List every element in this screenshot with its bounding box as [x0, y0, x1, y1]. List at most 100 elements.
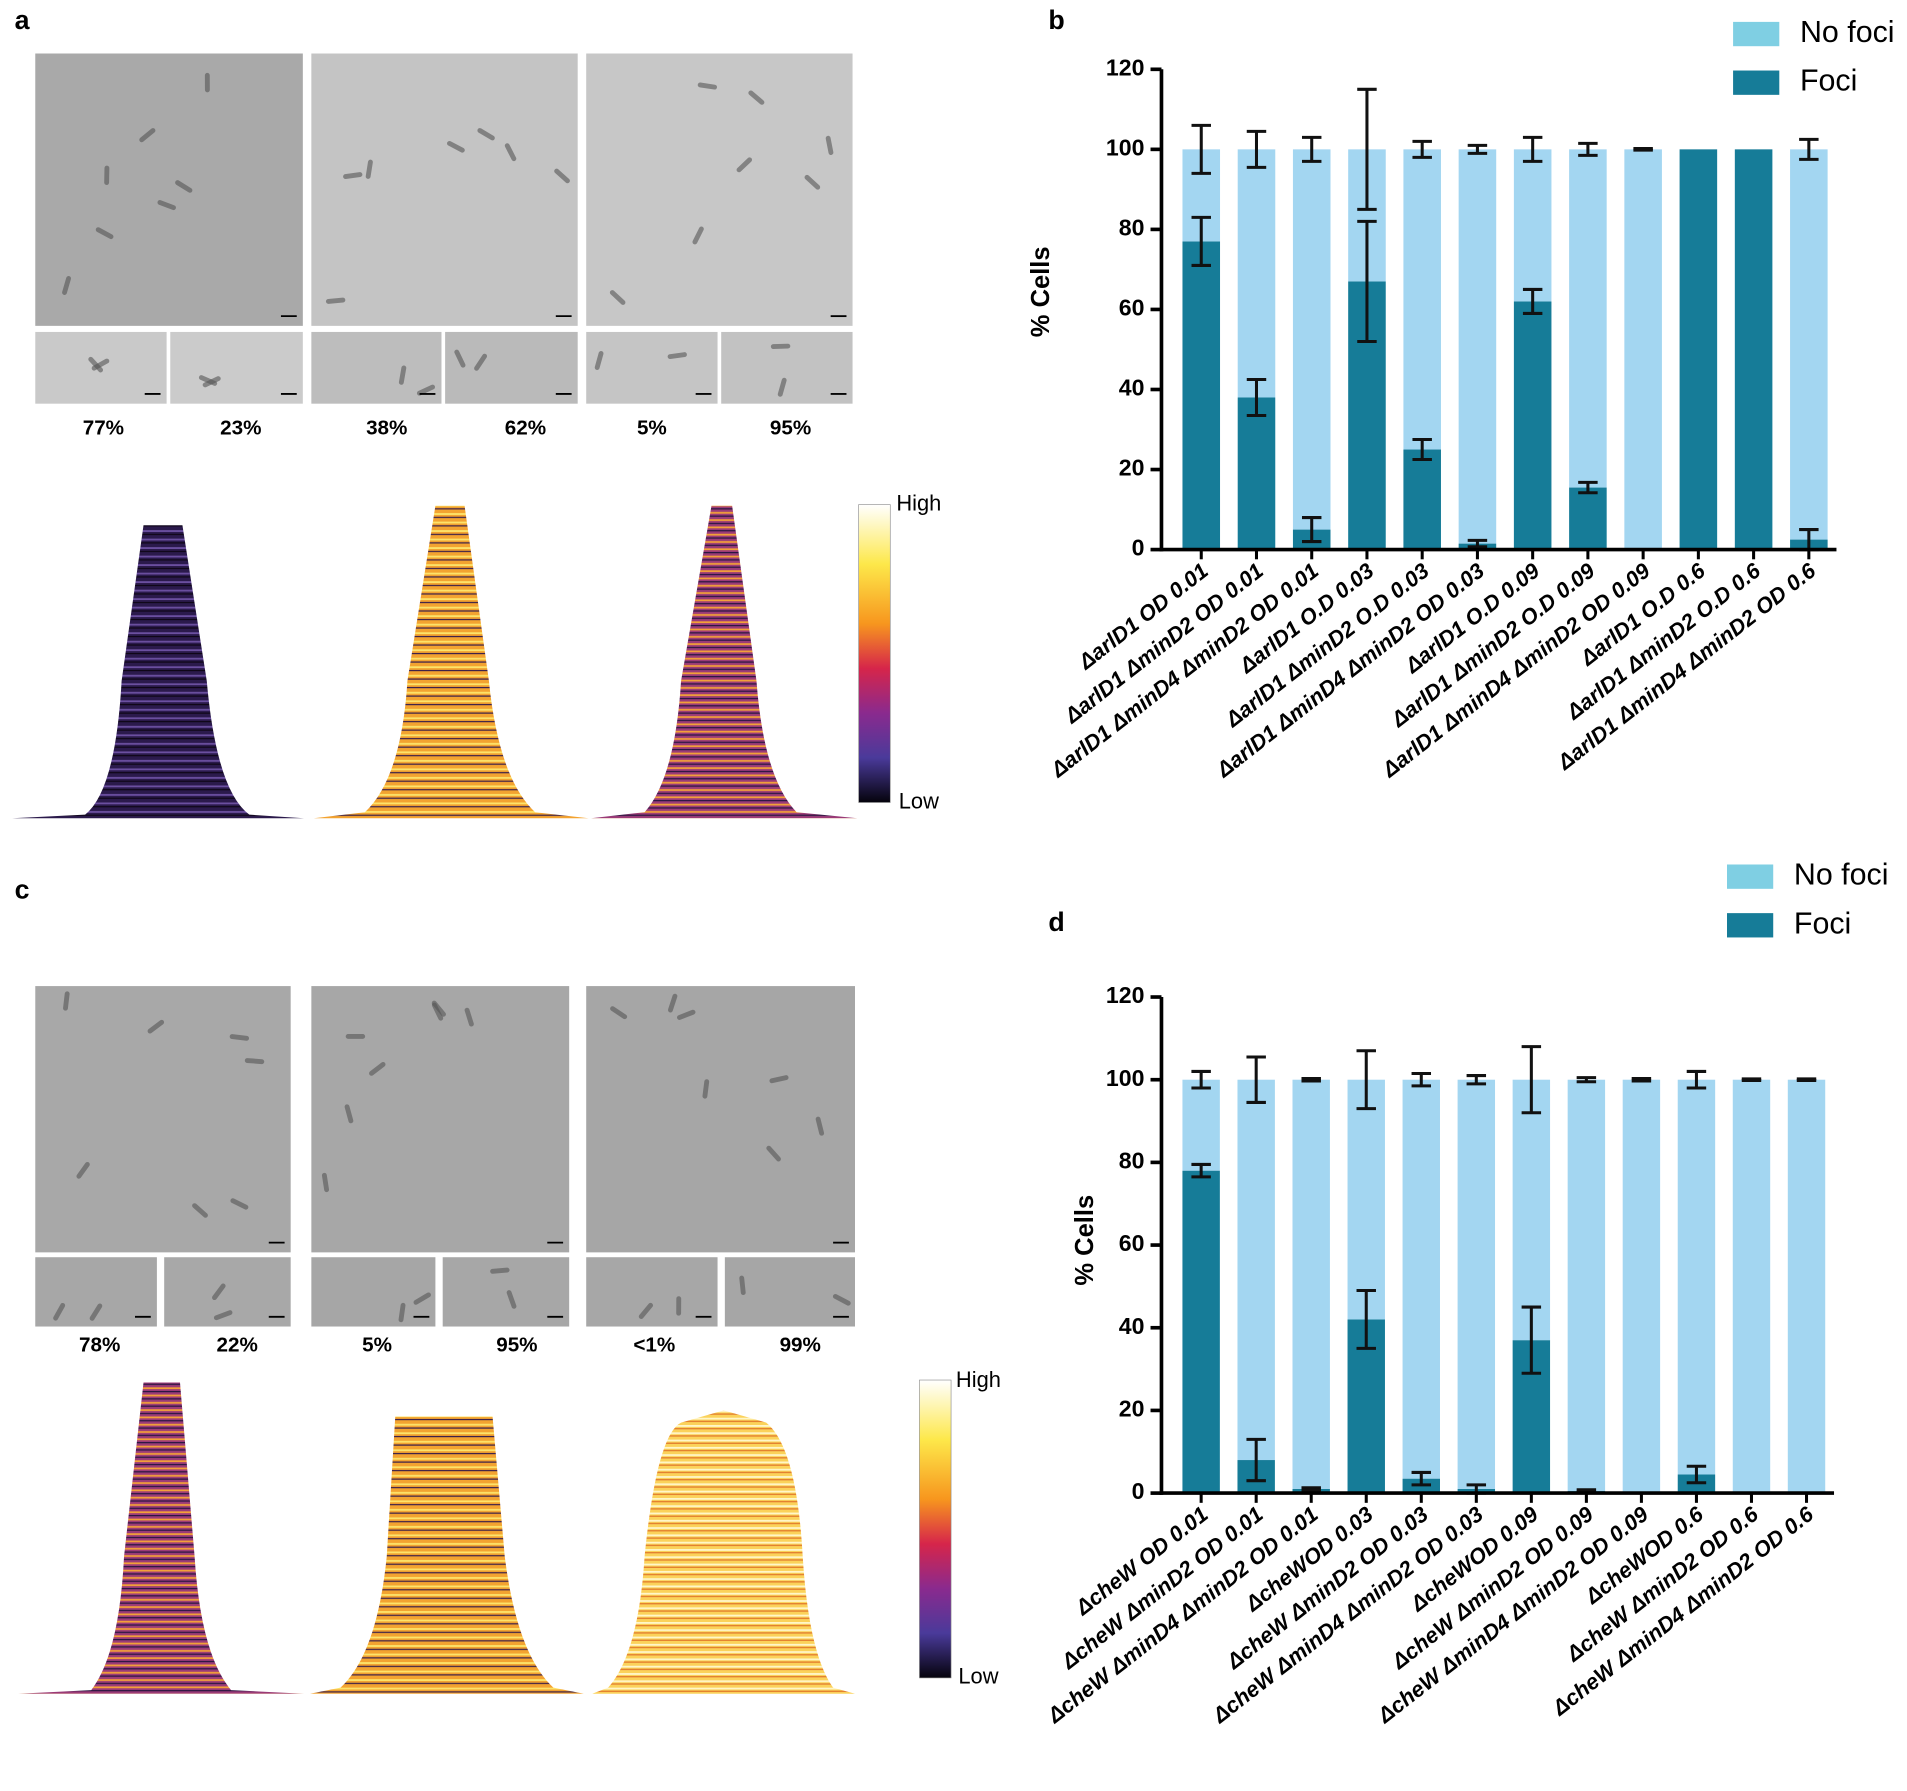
percentage-label: 23%: [220, 417, 261, 440]
y-tick-label: 100: [1106, 134, 1145, 160]
micrograph: [586, 1257, 718, 1327]
kymograph: [313, 505, 589, 819]
percentage-label: 77%: [83, 417, 124, 440]
cell: [667, 352, 687, 360]
cell: [676, 1296, 682, 1316]
percentage-label: 62%: [505, 417, 546, 440]
percentage-label: 99%: [780, 1333, 821, 1356]
legend-swatch: [1727, 913, 1774, 938]
y-tick-label: 40: [1119, 1313, 1145, 1339]
cell: [667, 993, 678, 1013]
error-bar: [1799, 137, 1819, 161]
cell: [212, 1283, 226, 1301]
error-bar: [1412, 139, 1432, 159]
y-axis-label: % Cells: [1027, 246, 1055, 337]
cell: [815, 1116, 825, 1136]
error-bar: [1246, 1055, 1266, 1104]
cell: [244, 1058, 265, 1065]
kymograph: [310, 1416, 584, 1694]
cell: [325, 297, 346, 304]
cell: [229, 1034, 250, 1041]
y-tick-label: 60: [1119, 295, 1145, 321]
cell: [321, 1172, 330, 1193]
error-bar: [1191, 215, 1211, 267]
cell: [365, 159, 373, 179]
y-tick-label: 80: [1119, 215, 1145, 241]
micrograph: [586, 986, 855, 1253]
error-bar: [1467, 143, 1488, 155]
y-tick-label: 80: [1119, 1147, 1145, 1173]
cell: [748, 90, 765, 105]
bar: [1403, 149, 1441, 450]
legend-swatch: [1727, 864, 1774, 889]
error-bar: [1301, 516, 1322, 544]
colorbar-label: High: [896, 490, 941, 515]
bar: [1237, 397, 1276, 550]
y-tick-label: 120: [1106, 54, 1145, 80]
error-bar: [1631, 1076, 1652, 1083]
error-bar: [1466, 1074, 1487, 1086]
y-axis-label: % Cells: [1071, 1195, 1099, 1286]
cell: [692, 226, 704, 245]
kymograph: [591, 505, 858, 819]
error-bar: [1301, 1076, 1321, 1083]
cell: [832, 1293, 851, 1306]
cell: [192, 1203, 208, 1218]
bar: [1622, 1079, 1661, 1494]
bar: [1734, 149, 1773, 550]
cell: [702, 1079, 710, 1099]
micrograph: [170, 331, 303, 404]
legend-label: No foci: [1800, 15, 1895, 49]
bar: [1182, 1170, 1220, 1494]
bar: [1182, 241, 1221, 550]
bar: [1567, 1079, 1606, 1492]
error-bar: [1521, 1305, 1542, 1375]
error-bar: [1796, 1077, 1817, 1083]
error-bar: [1576, 1076, 1597, 1084]
colorbar-label: High: [956, 1367, 1001, 1392]
error-bar: [1522, 287, 1543, 315]
percentage-label: <1%: [633, 1333, 675, 1356]
cell: [230, 1198, 249, 1210]
micrograph: [311, 1257, 436, 1327]
cell: [88, 356, 104, 373]
bar: [1347, 1079, 1385, 1320]
error-bar: [1246, 377, 1267, 418]
bar: [1790, 149, 1828, 540]
bar: [1237, 149, 1276, 398]
cell: [447, 140, 465, 153]
panel-label: b: [1048, 5, 1064, 35]
error-bar: [1633, 147, 1653, 152]
colorbar-label: Low: [899, 788, 939, 813]
cell: [490, 1267, 510, 1274]
cell: [413, 1292, 431, 1305]
cell: [431, 1002, 444, 1021]
error-bar: [1191, 1069, 1211, 1090]
percentage-label: 5%: [362, 1333, 392, 1356]
cell: [770, 343, 791, 349]
cell: [53, 1302, 66, 1321]
micrograph: [311, 53, 578, 326]
error-bar: [1246, 129, 1267, 169]
error-bar: [1467, 538, 1488, 549]
cell: [213, 1310, 233, 1321]
bar: [1677, 1079, 1716, 1475]
cell: [104, 165, 110, 186]
percentage-label: 5%: [637, 417, 667, 440]
kymograph: [18, 1382, 305, 1694]
error-bar: [1356, 1049, 1376, 1111]
cell: [89, 1303, 103, 1321]
error-bar: [1191, 123, 1211, 175]
error-bar: [1412, 437, 1432, 462]
bar: [1569, 487, 1607, 550]
colorbar: [858, 504, 891, 803]
cell: [504, 143, 517, 162]
cell: [175, 180, 193, 193]
cell: [63, 991, 70, 1011]
error-bar: [1578, 141, 1598, 157]
legend-swatch: [1733, 70, 1780, 95]
cell: [398, 365, 407, 385]
micrograph: [586, 331, 718, 404]
error-bar: [1191, 1162, 1211, 1179]
cell: [677, 1009, 696, 1020]
